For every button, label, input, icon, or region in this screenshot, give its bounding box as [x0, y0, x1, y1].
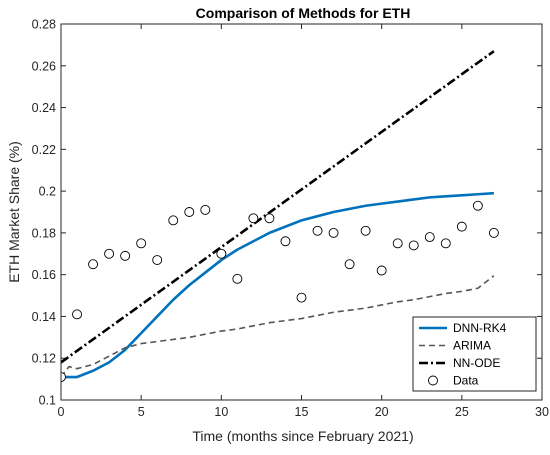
data-point: [344, 259, 355, 270]
y-tick-label: 0.2: [39, 185, 56, 199]
data-point: [232, 273, 243, 284]
data-point: [72, 309, 82, 320]
y-axis-label: ETH Market Share (%): [6, 141, 22, 283]
data-point: [280, 236, 291, 247]
y-tick-label: 0.14: [32, 310, 56, 324]
x-tick-label: 5: [138, 405, 145, 419]
series-line-arima: [61, 275, 495, 378]
x-axis-label: Time (months since February 2021): [192, 428, 413, 444]
y-tick-label: 0.1: [39, 394, 56, 408]
data-point: [360, 225, 371, 236]
data-point: [184, 207, 195, 217]
data-point: [456, 221, 467, 232]
legend-label-nn-ode: NN-ODE: [453, 356, 500, 370]
x-tick-label: 25: [455, 405, 469, 419]
legend-label-arima: ARIMA: [453, 339, 491, 353]
data-point: [328, 227, 339, 238]
y-tick-label: 0.18: [32, 226, 56, 240]
data-point: [296, 292, 307, 303]
chart-title: Comparison of Methods for ETH: [196, 5, 411, 21]
y-tick-label: 0.26: [32, 59, 56, 73]
y-tick-label: 0.24: [32, 101, 56, 115]
y-tick-label: 0.22: [32, 143, 56, 157]
data-point: [488, 227, 499, 238]
data-point: [376, 265, 387, 276]
legend-label-dnn-rk4: DNN-RK4: [453, 321, 507, 335]
data-point: [168, 215, 179, 226]
x-tick-label: 15: [295, 405, 309, 419]
data-point: [216, 248, 227, 259]
series-group: [61, 50, 499, 382]
data-point: [408, 240, 419, 251]
data-point: [312, 225, 323, 236]
plot-frame: [60, 23, 543, 401]
data-point: [472, 200, 483, 211]
data-point: [104, 248, 115, 259]
series-line-dnn-rk4: [61, 191, 494, 379]
data-point: [440, 238, 451, 249]
data-point: [152, 255, 163, 265]
data-point: [88, 259, 99, 270]
series-line-nn-ode: [61, 50, 495, 364]
data-point: [136, 238, 147, 249]
data-point: [424, 232, 435, 243]
data-point: [200, 204, 211, 215]
data-point: [264, 213, 275, 224]
data-point: [248, 213, 259, 224]
x-tick-label: 10: [214, 405, 228, 419]
y-tick-label: 0.12: [32, 352, 56, 366]
legend-label-data: Data: [453, 374, 479, 388]
legend-swatch-data: [428, 375, 438, 386]
x-tick-label: 0: [58, 405, 65, 419]
data-point: [61, 372, 66, 382]
data-point: [120, 250, 131, 261]
data-point: [392, 238, 403, 249]
y-tick-label: 0.16: [32, 268, 56, 282]
x-tick-label: 30: [535, 405, 549, 419]
x-tick-label: 20: [375, 405, 389, 419]
y-tick-label: 0.28: [32, 18, 56, 32]
